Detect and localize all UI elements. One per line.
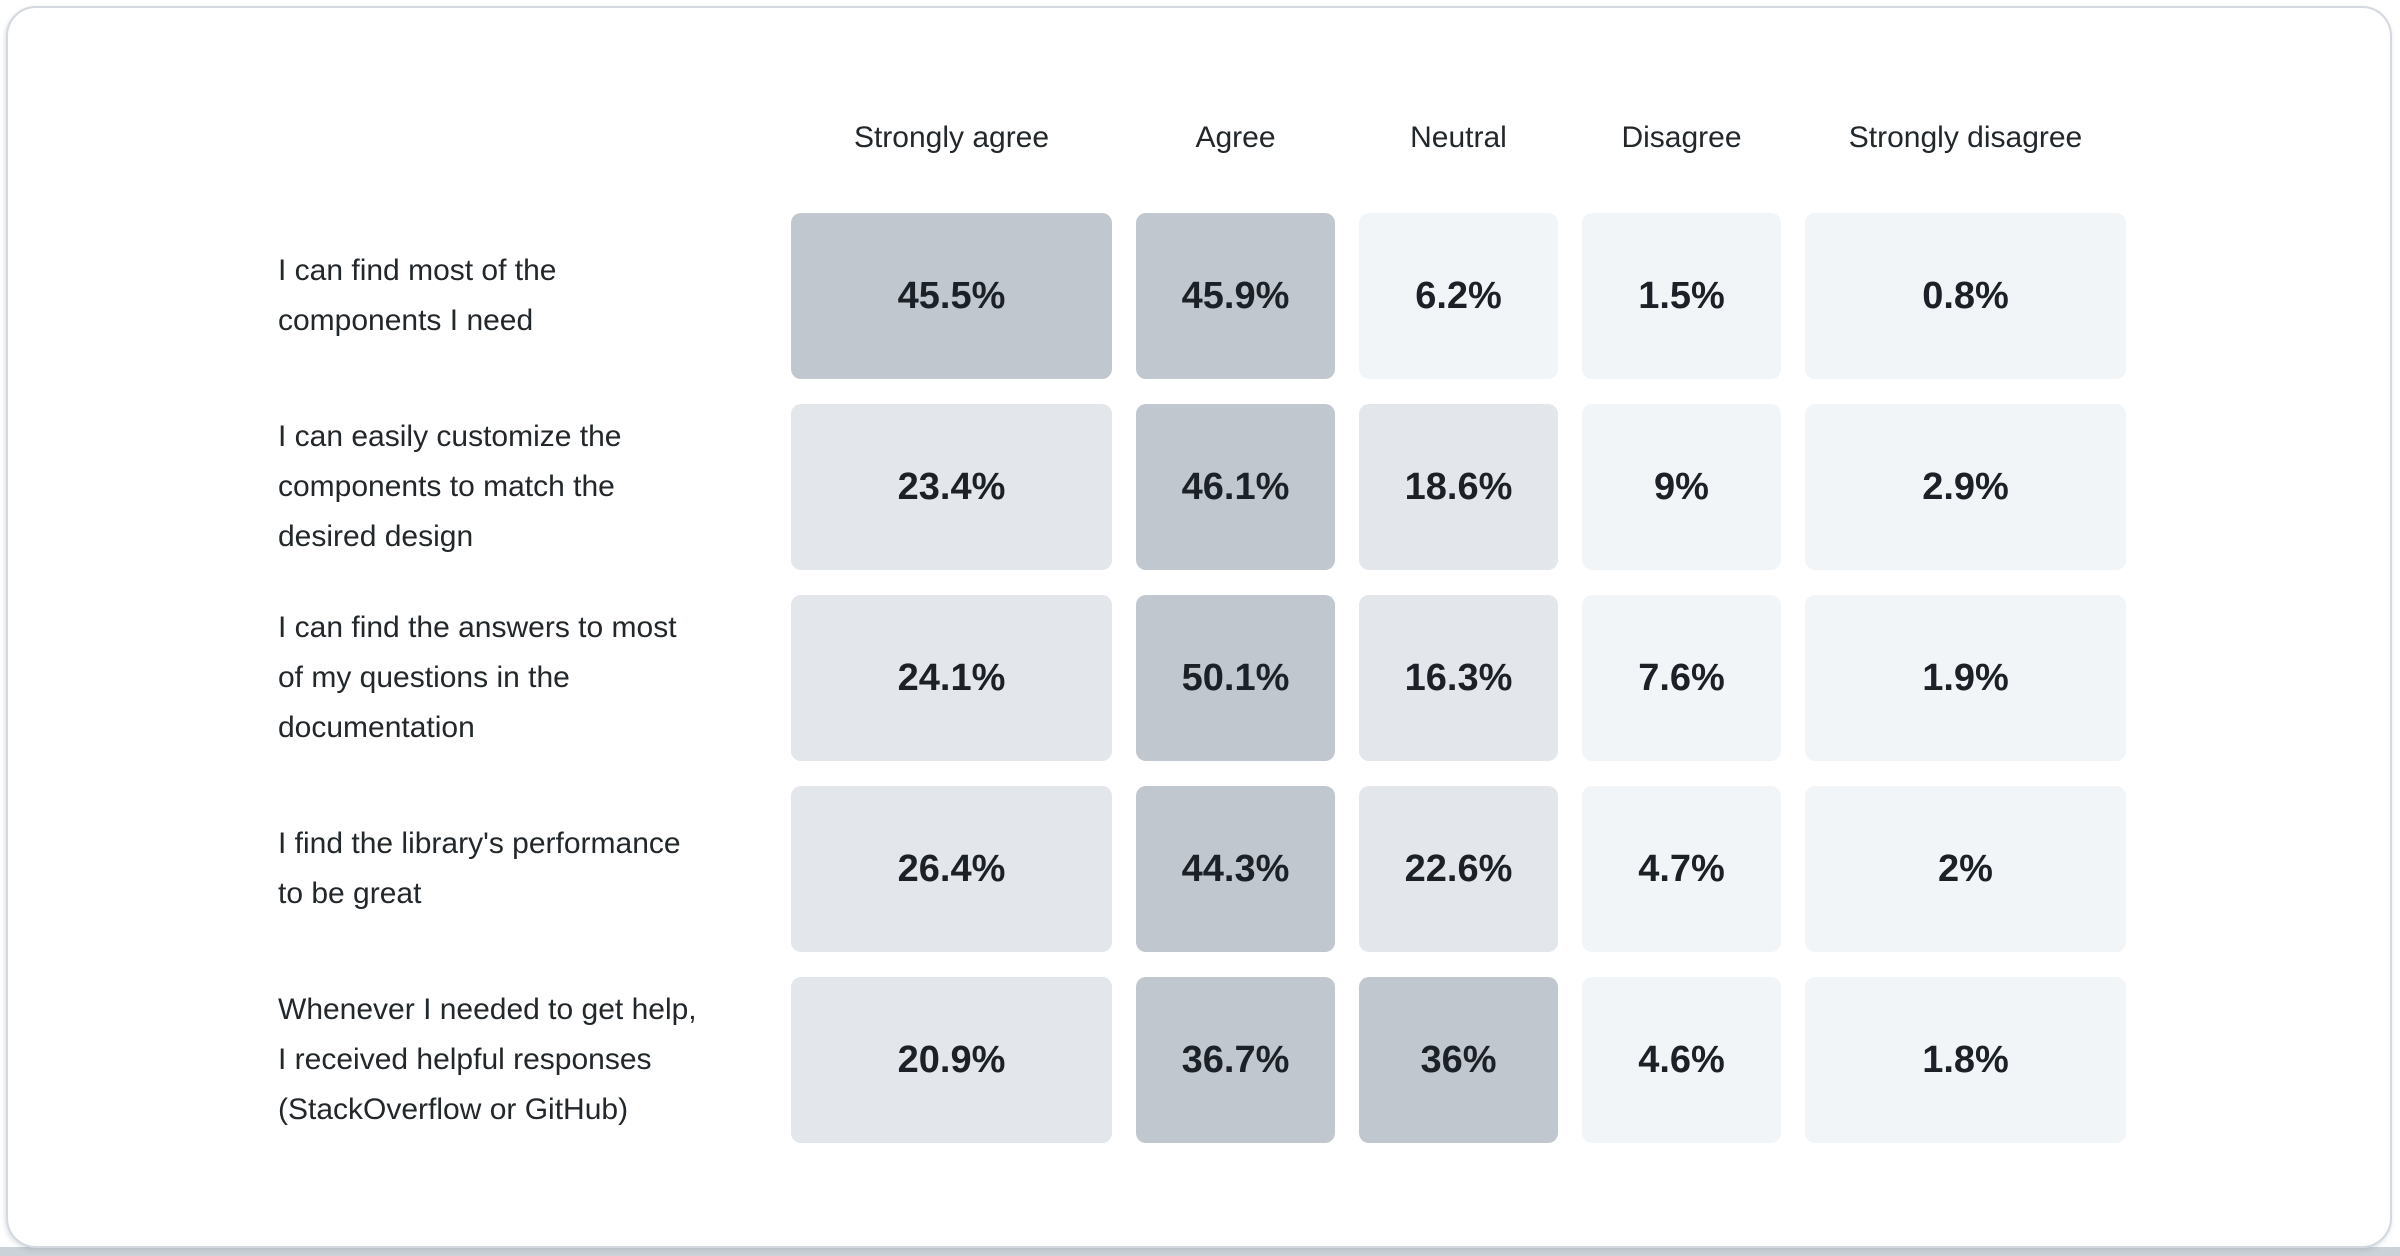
heatmap-cell: 22.6% (1359, 786, 1558, 952)
heatmap-cell: 4.6% (1582, 977, 1781, 1143)
cell-value: 24.1% (897, 656, 1006, 699)
heatmap-cell: 36.7% (1136, 977, 1335, 1143)
heatmap-cell: 36% (1359, 977, 1558, 1143)
cell-value: 45.9% (1181, 274, 1290, 317)
row-label: I find the library's performance to be g… (278, 827, 681, 910)
column-header: Strongly disagree (1848, 121, 2083, 154)
row-label: Whenever I needed to get help, I receive… (278, 993, 697, 1126)
cell-value: 1.5% (1638, 274, 1725, 317)
heatmap-cell: 45.5% (791, 213, 1112, 379)
heatmap-row: Whenever I needed to get help, I receive… (8, 977, 2390, 1143)
cell-value: 44.3% (1181, 847, 1290, 890)
cell-value: 4.7% (1638, 847, 1725, 890)
column-header-row: Strongly agree Agree Neutral Disagree Strong… (8, 116, 2390, 160)
heatmap-rows: I can find most of the components I need… (8, 213, 2390, 1168)
heatmap-cell: 6.2% (1359, 213, 1558, 379)
column-header: Neutral (1410, 121, 1507, 154)
cell-value: 22.6% (1404, 847, 1513, 890)
cell-value: 23.4% (897, 465, 1006, 508)
cell-value: 45.5% (897, 274, 1006, 317)
cell-value: 2.9% (1922, 465, 2009, 508)
cell-value: 36.7% (1181, 1038, 1290, 1081)
heatmap-cell: 18.6% (1359, 404, 1558, 570)
heatmap-cell: 0.8% (1805, 213, 2126, 379)
cell-value: 1.8% (1922, 1038, 2009, 1081)
cell-value: 16.3% (1404, 656, 1513, 699)
cell-value: 4.6% (1638, 1038, 1725, 1081)
survey-heatmap-card: Strongly agree Agree Neutral Disagree Strong… (6, 6, 2392, 1248)
cell-value: 26.4% (897, 847, 1006, 890)
heatmap-cell: 23.4% (791, 404, 1112, 570)
column-header: Agree (1195, 121, 1276, 154)
heatmap-cell: 16.3% (1359, 595, 1558, 761)
row-label: I can find most of the components I need (278, 254, 557, 337)
heatmap-row: I can find most of the components I need… (8, 213, 2390, 379)
cell-value: 6.2% (1415, 274, 1502, 317)
heatmap-cell: 26.4% (791, 786, 1112, 952)
heatmap-row: I can easily customize the components to… (8, 404, 2390, 570)
cell-value: 1.9% (1922, 656, 2009, 699)
heatmap-cell: 46.1% (1136, 404, 1335, 570)
page-bottom-edge (0, 1247, 2400, 1256)
row-label: I can easily customize the components to… (278, 420, 622, 553)
cell-value: 18.6% (1404, 465, 1513, 508)
cell-value: 20.9% (897, 1038, 1006, 1081)
heatmap-cell: 1.8% (1805, 977, 2126, 1143)
cell-value: 46.1% (1181, 465, 1290, 508)
cell-value: 2% (1938, 847, 1993, 890)
heatmap-cell: 45.9% (1136, 213, 1335, 379)
column-header: Strongly agree (853, 121, 1050, 154)
heatmap-cell: 24.1% (791, 595, 1112, 761)
heatmap-cell: 1.5% (1582, 213, 1781, 379)
heatmap-cell: 44.3% (1136, 786, 1335, 952)
row-label: I can find the answers to most of my que… (278, 611, 677, 744)
heatmap-cell: 20.9% (791, 977, 1112, 1143)
heatmap-row: I find the library's performance to be g… (8, 786, 2390, 952)
heatmap-cell: 2% (1805, 786, 2126, 952)
cell-value: 0.8% (1922, 274, 2009, 317)
heatmap-cell: 1.9% (1805, 595, 2126, 761)
column-header: Disagree (1621, 121, 1742, 154)
heatmap-cell: 9% (1582, 404, 1781, 570)
heatmap-cell: 7.6% (1582, 595, 1781, 761)
heatmap-cell: 2.9% (1805, 404, 2126, 570)
heatmap-row: I can find the answers to most of my que… (8, 595, 2390, 761)
heatmap-cell: 50.1% (1136, 595, 1335, 761)
cell-value: 50.1% (1181, 656, 1290, 699)
cell-value: 36% (1420, 1038, 1497, 1081)
cell-value: 9% (1654, 465, 1709, 508)
cell-value: 7.6% (1638, 656, 1725, 699)
heatmap-cell: 4.7% (1582, 786, 1781, 952)
